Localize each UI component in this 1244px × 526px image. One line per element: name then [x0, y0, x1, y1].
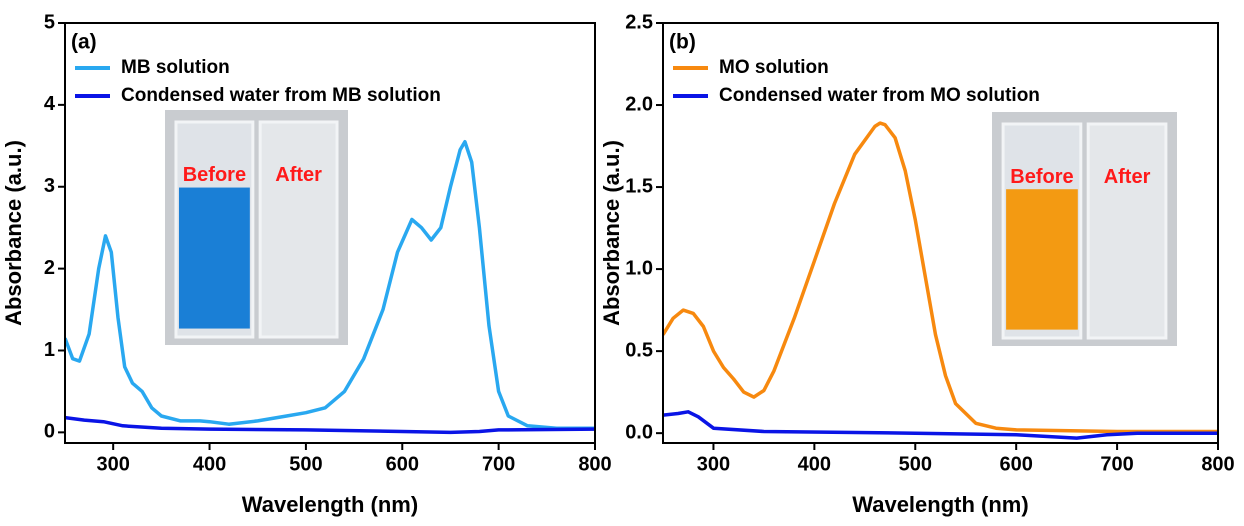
y-tick-label: 2.5 — [625, 11, 653, 33]
x-tick-label: 500 — [289, 453, 322, 475]
y-tick-label: 5 — [44, 11, 55, 33]
inset-label: After — [1104, 166, 1151, 188]
x-tick-label: 400 — [798, 453, 831, 475]
y-tick-label: 2 — [44, 257, 55, 279]
chart-panel: Before After 300 400 500 600 700 800 0.0 0.5 1.0 1.… — [599, 11, 1235, 517]
inset-label: Before — [1010, 166, 1073, 188]
cuvette-before-liquid — [178, 187, 250, 329]
legend-label: Condensed water from MO solution — [719, 85, 1040, 106]
y-tick-label: 1.5 — [625, 175, 653, 197]
y-tick-label: 1.0 — [625, 257, 653, 279]
x-tick-label: 700 — [482, 453, 515, 475]
panel-label: (b) — [669, 31, 696, 54]
x-tick-label: 300 — [697, 453, 730, 475]
x-tick-label: 600 — [999, 453, 1032, 475]
x-tick-label: 600 — [386, 453, 419, 475]
x-tick-label: 800 — [578, 453, 611, 475]
inset-label: Before — [183, 164, 246, 186]
legend-label: MB solution — [121, 57, 230, 78]
y-tick-label: 4 — [44, 93, 56, 115]
x-tick-label: 500 — [899, 453, 932, 475]
plot-frame — [64, 22, 596, 444]
data-line — [65, 415, 595, 435]
data-line — [663, 410, 1218, 440]
x-tick-label: 300 — [96, 453, 129, 475]
y-axis-label: Absorbance (a.u.) — [599, 140, 624, 326]
y-tick-label: 3 — [44, 175, 55, 197]
y-tick-label: 0.5 — [625, 339, 653, 361]
chart-panel: Before After 300 400 500 600 700 800 0 1 2 3 4 5 Wavel… — [1, 11, 612, 517]
inset-label: After — [275, 164, 322, 186]
data-line — [663, 121, 1218, 434]
cuvette-after — [1086, 122, 1168, 340]
legend-label: Condensed water from MB solution — [121, 85, 441, 106]
y-tick-label: 2.0 — [625, 93, 653, 115]
plot-frame — [662, 22, 1219, 444]
x-axis-label: Wavelength (nm) — [242, 492, 418, 517]
cuvette-after — [258, 120, 339, 339]
x-tick-label: 800 — [1201, 453, 1234, 475]
y-tick-label: 1 — [44, 339, 55, 361]
panel-label: (a) — [71, 31, 97, 54]
y-axis-label: Absorbance (a.u.) — [1, 140, 26, 326]
legend-label: MO solution — [719, 57, 829, 78]
y-tick-label: 0 — [44, 421, 55, 443]
x-axis-label: Wavelength (nm) — [852, 492, 1028, 517]
x-tick-label: 700 — [1100, 453, 1133, 475]
y-tick-label: 0.0 — [625, 421, 653, 443]
data-line — [65, 139, 595, 431]
cuvette-before-liquid — [1006, 189, 1078, 330]
x-tick-label: 400 — [193, 453, 226, 475]
